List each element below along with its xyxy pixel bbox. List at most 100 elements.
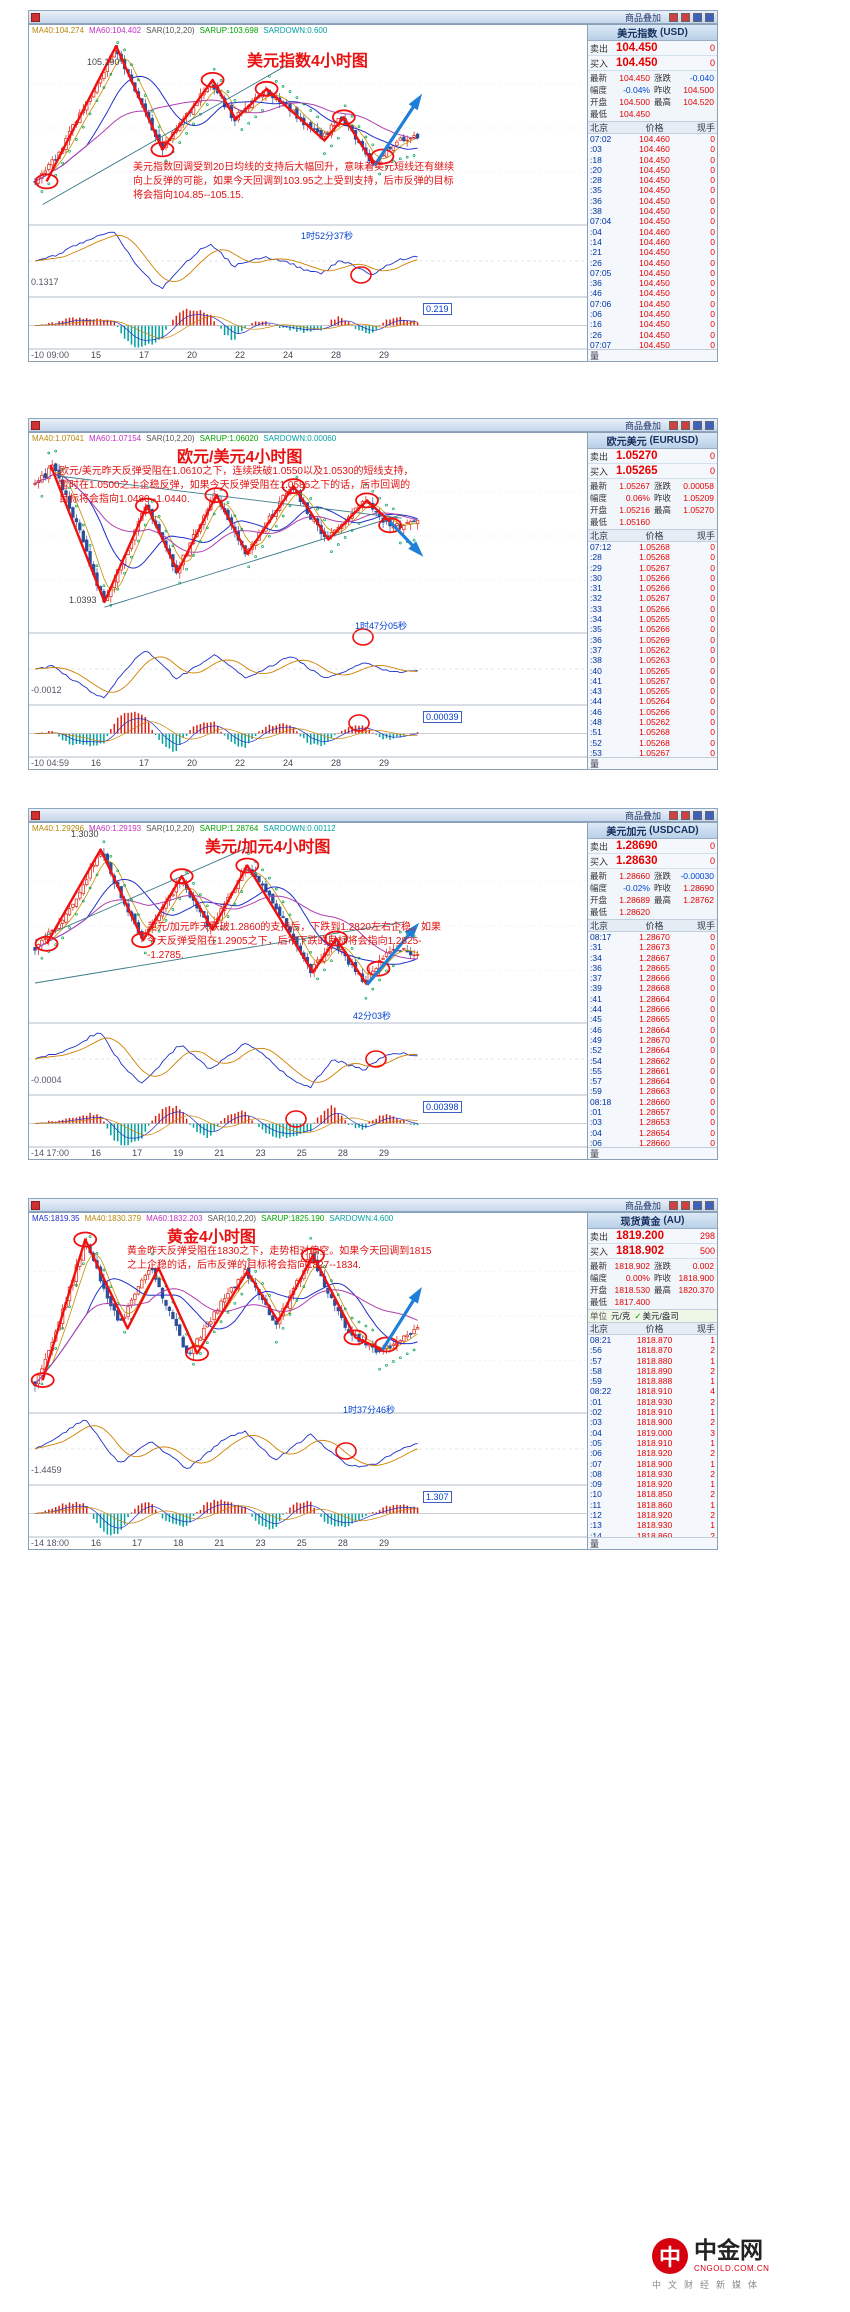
- tick-list[interactable]: 07:12 1.05268 0:28 1.05268 0:29 1.05267 0:30 1.…: [588, 542, 717, 757]
- sell-quote-row[interactable]: 卖出 1.05270 0: [588, 449, 717, 464]
- toolbar-blue-button2-icon[interactable]: [705, 12, 714, 22]
- tick-row[interactable]: :54 1.28662 0: [588, 1056, 717, 1066]
- tick-row[interactable]: :55 1.28661 0: [588, 1066, 717, 1076]
- tick-row[interactable]: :10 1818.850 2: [588, 1489, 717, 1499]
- toolbar-blue-button-icon[interactable]: [693, 1200, 702, 1210]
- tick-list[interactable]: 08:17 1.28670 0:31 1.28673 0:34 1.28667 0:36 1.…: [588, 932, 717, 1147]
- sell-quote-row[interactable]: 卖出 104.450 0: [588, 41, 717, 56]
- tick-row[interactable]: :36 104.450 0: [588, 196, 717, 206]
- tick-row[interactable]: :13 1818.930 1: [588, 1520, 717, 1530]
- tick-row[interactable]: 07:05 104.450 0: [588, 268, 717, 278]
- unit-option[interactable]: 元/克: [611, 1311, 631, 1321]
- tick-row[interactable]: :16 104.450 0: [588, 319, 717, 329]
- tick-row[interactable]: :03 1818.900 2: [588, 1417, 717, 1427]
- unit-option[interactable]: ✓美元/盎司: [634, 1311, 679, 1321]
- tick-row[interactable]: 07:07 104.450 0: [588, 340, 717, 349]
- tick-row[interactable]: :32 1.05267 0: [588, 593, 717, 603]
- buy-quote-row[interactable]: 买入 1.28630 0: [588, 854, 717, 869]
- tick-row[interactable]: 07:04 104.450 0: [588, 216, 717, 226]
- tick-row[interactable]: :04 104.460 0: [588, 227, 717, 237]
- tick-row[interactable]: :29 1.05267 0: [588, 563, 717, 573]
- toolbar-red-button2-icon[interactable]: [681, 420, 690, 430]
- tick-row[interactable]: :34 1.05265 0: [588, 614, 717, 624]
- tick-row[interactable]: :28 104.450 0: [588, 175, 717, 185]
- tick-row[interactable]: :26 104.450 0: [588, 330, 717, 340]
- tick-row[interactable]: :41 1.28664 0: [588, 994, 717, 1004]
- chart-area[interactable]: MA5:1819.35 MA40:1830.379 MA60:1832.203 SAR…: [28, 1212, 589, 1550]
- overlay-menu-label[interactable]: 商品叠加: [624, 810, 661, 821]
- tick-list[interactable]: 08:21 1818.870 1:56 1818.870 2:57 1818.880 1:5…: [588, 1335, 717, 1537]
- tick-row[interactable]: :26 104.450 0: [588, 258, 717, 268]
- tick-row[interactable]: 08:22 1818.910 4: [588, 1386, 717, 1396]
- overlay-menu-label[interactable]: 商品叠加: [624, 1200, 661, 1211]
- tick-row[interactable]: :45 1.28665 0: [588, 1014, 717, 1024]
- tick-row[interactable]: :01 1.28657 0: [588, 1107, 717, 1117]
- tick-row[interactable]: 07:06 104.450 0: [588, 299, 717, 309]
- toolbar-blue-button-icon[interactable]: [693, 810, 702, 820]
- toolbar-blue-button2-icon[interactable]: [705, 810, 714, 820]
- toolbar-red-button2-icon[interactable]: [681, 12, 690, 22]
- tick-row[interactable]: 07:02 104.460 0: [588, 134, 717, 144]
- toolbar-blue-button2-icon[interactable]: [705, 1200, 714, 1210]
- tick-row[interactable]: :52 1.05268 0: [588, 738, 717, 748]
- window-menu-icon[interactable]: [31, 12, 40, 22]
- tick-row[interactable]: :36 1.05269 0: [588, 635, 717, 645]
- toolbar-blue-button-icon[interactable]: [693, 12, 702, 22]
- tick-row[interactable]: 08:18 1.28660 0: [588, 1097, 717, 1107]
- toolbar-red-button-icon[interactable]: [669, 420, 678, 430]
- window-menu-icon[interactable]: [31, 810, 40, 820]
- tick-row[interactable]: :39 1.28668 0: [588, 983, 717, 993]
- tick-row[interactable]: :21 104.450 0: [588, 247, 717, 257]
- tick-row[interactable]: :31 1.05266 0: [588, 583, 717, 593]
- toolbar-red-button2-icon[interactable]: [681, 1200, 690, 1210]
- tick-row[interactable]: :38 1.05263 0: [588, 655, 717, 665]
- tick-row[interactable]: :31 1.28673 0: [588, 942, 717, 952]
- tick-row[interactable]: :05 1818.910 1: [588, 1438, 717, 1448]
- tick-row[interactable]: :06 1.28660 0: [588, 1138, 717, 1147]
- tick-row[interactable]: :57 1818.880 1: [588, 1356, 717, 1366]
- toolbar-red-button-icon[interactable]: [669, 810, 678, 820]
- tick-row[interactable]: :56 1818.870 2: [588, 1345, 717, 1355]
- tick-row[interactable]: 08:21 1818.870 1: [588, 1335, 717, 1345]
- chart-area[interactable]: MA40:1.29296 MA60:1.29193 SAR(10,2,20) SARU…: [28, 822, 589, 1160]
- tick-row[interactable]: :12 1818.920 2: [588, 1510, 717, 1520]
- tick-row[interactable]: :46 1.05266 0: [588, 707, 717, 717]
- tick-row[interactable]: :09 1818.920 1: [588, 1479, 717, 1489]
- unit-selector-row[interactable]: 单位 元/克 ✓美元/盎司: [588, 1310, 717, 1323]
- tick-row[interactable]: :33 1.05266 0: [588, 604, 717, 614]
- tick-row[interactable]: :11 1818.860 1: [588, 1500, 717, 1510]
- tick-row[interactable]: :02 1818.910 1: [588, 1407, 717, 1417]
- tick-row[interactable]: :35 104.450 0: [588, 185, 717, 195]
- tick-list[interactable]: 07:02 104.460 0:03 104.460 0:18 104.450 0:20 10…: [588, 134, 717, 349]
- tick-row[interactable]: 08:17 1.28670 0: [588, 932, 717, 942]
- tick-row[interactable]: :03 104.460 0: [588, 144, 717, 154]
- overlay-menu-label[interactable]: 商品叠加: [624, 12, 661, 23]
- tick-row[interactable]: :51 1.05268 0: [588, 727, 717, 737]
- toolbar-blue-button-icon[interactable]: [693, 420, 702, 430]
- tick-row[interactable]: 07:12 1.05268 0: [588, 542, 717, 552]
- sell-quote-row[interactable]: 卖出 1819.200 298: [588, 1229, 717, 1244]
- toolbar-red-button-icon[interactable]: [669, 12, 678, 22]
- tick-row[interactable]: :36 104.450 0: [588, 278, 717, 288]
- tick-row[interactable]: :46 104.450 0: [588, 288, 717, 298]
- tick-row[interactable]: :48 1.05262 0: [588, 717, 717, 727]
- tick-row[interactable]: :01 1818.930 2: [588, 1397, 717, 1407]
- tick-row[interactable]: :49 1.28670 0: [588, 1035, 717, 1045]
- tick-row[interactable]: :43 1.05265 0: [588, 686, 717, 696]
- tick-row[interactable]: :36 1.28665 0: [588, 963, 717, 973]
- tick-row[interactable]: :40 1.05265 0: [588, 666, 717, 676]
- tick-row[interactable]: :18 104.450 0: [588, 155, 717, 165]
- toolbar-blue-button2-icon[interactable]: [705, 420, 714, 430]
- tick-row[interactable]: :28 1.05268 0: [588, 552, 717, 562]
- chart-area[interactable]: MA40:104.274 MA60:104.402 SAR(10,2,20) SARU…: [28, 24, 589, 362]
- tick-row[interactable]: :38 104.450 0: [588, 206, 717, 216]
- tick-row[interactable]: :06 1818.920 2: [588, 1448, 717, 1458]
- tick-row[interactable]: :46 1.28664 0: [588, 1025, 717, 1035]
- buy-quote-row[interactable]: 买入 1818.902 500: [588, 1244, 717, 1259]
- chart-area[interactable]: MA40:1.07041 MA60:1.07154 SAR(10,2,20) SARU…: [28, 432, 589, 770]
- toolbar-red-button-icon[interactable]: [669, 1200, 678, 1210]
- tick-row[interactable]: :57 1.28664 0: [588, 1076, 717, 1086]
- buy-quote-row[interactable]: 买入 104.450 0: [588, 56, 717, 71]
- tick-row[interactable]: :20 104.450 0: [588, 165, 717, 175]
- tick-row[interactable]: :03 1.28653 0: [588, 1117, 717, 1127]
